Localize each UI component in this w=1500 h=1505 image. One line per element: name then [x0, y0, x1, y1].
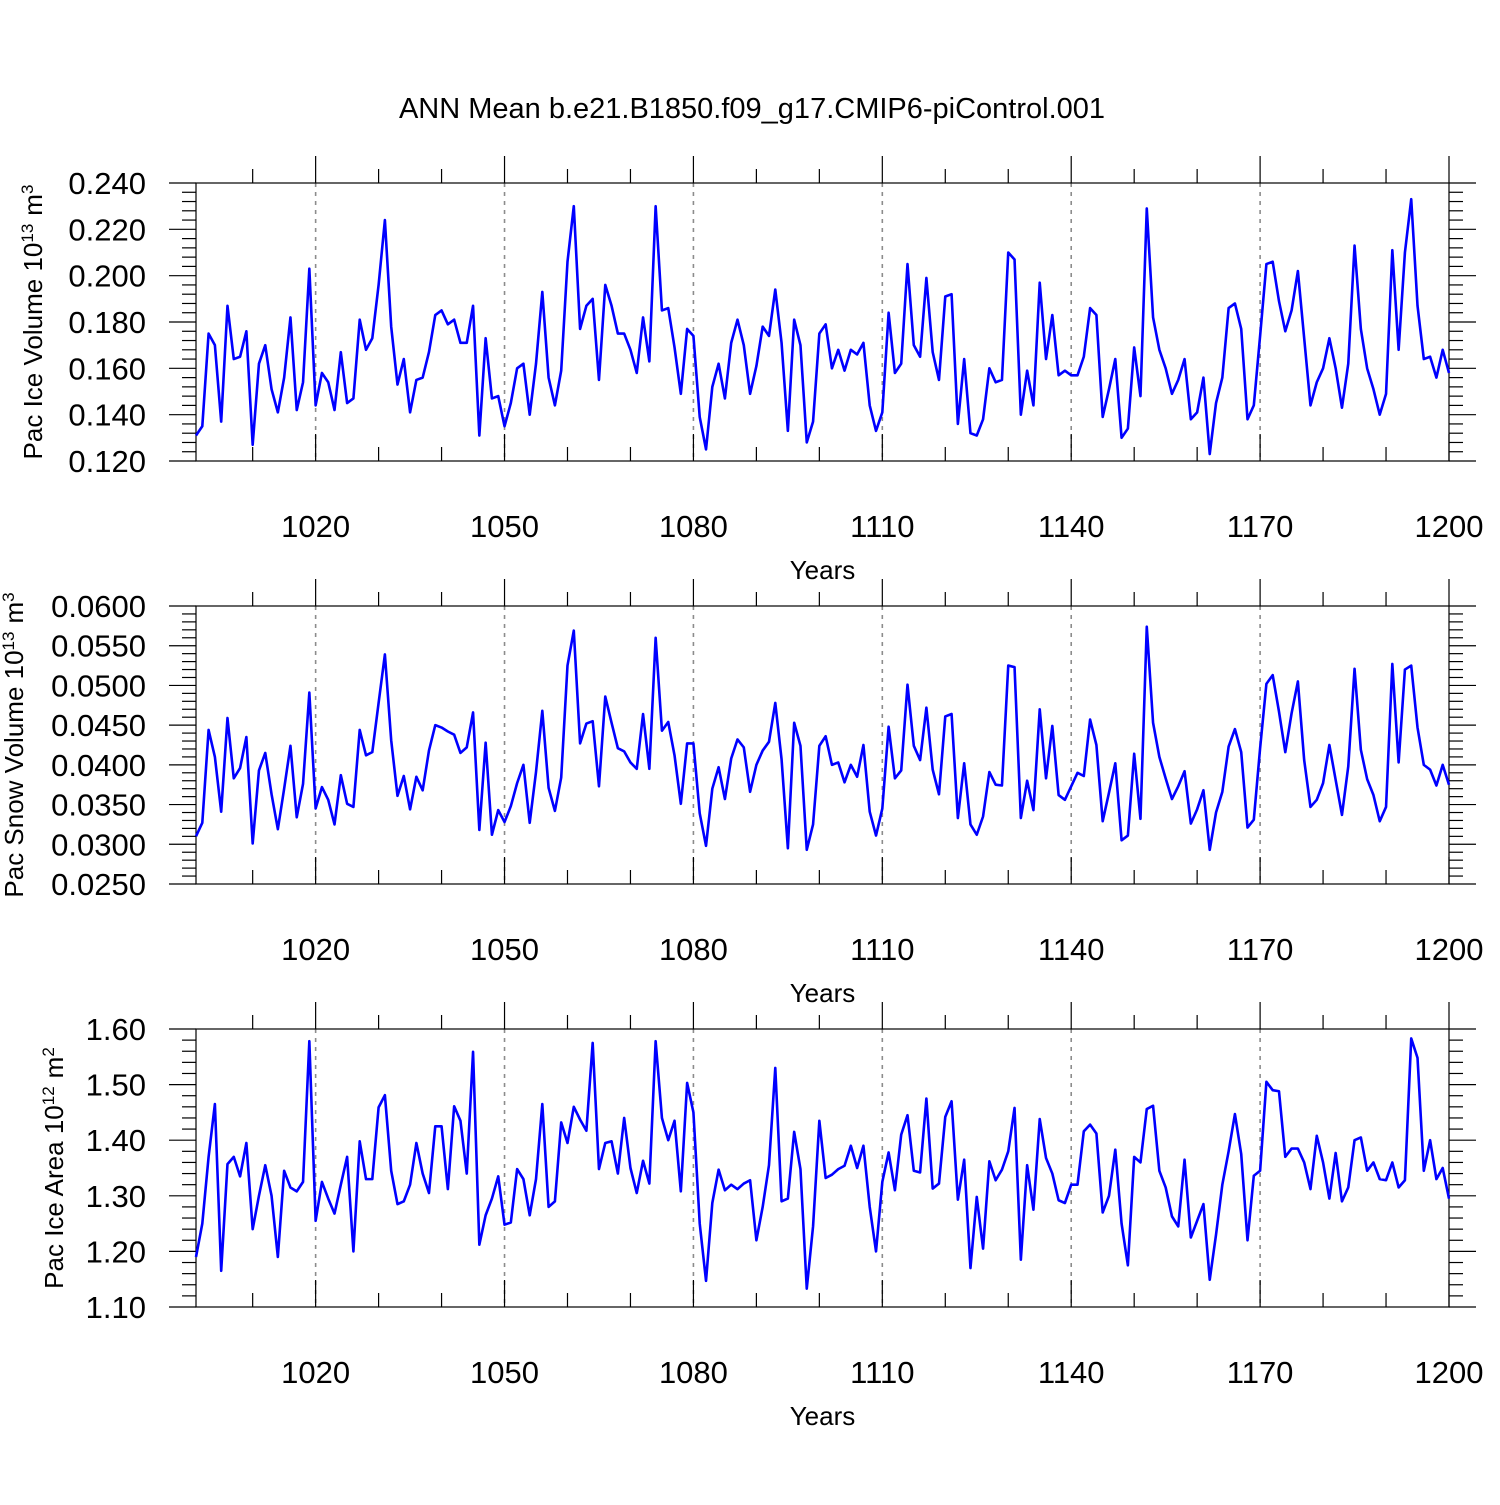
y-axis-label-text: Pac Snow Volume 10 — [0, 650, 29, 897]
y-tick-label: 0.0500 — [51, 668, 146, 703]
x-tick-label: 1020 — [281, 932, 350, 967]
y-tick-label: 0.140 — [68, 398, 146, 433]
y-tick-label: 1.50 — [86, 1068, 146, 1103]
plot-frame — [195, 1028, 1450, 1308]
x-tick-label: 1080 — [659, 1355, 728, 1390]
series-line — [194, 625, 1451, 852]
y-tick-label: 0.240 — [68, 166, 146, 201]
y-tick-label: 1.20 — [86, 1234, 146, 1269]
x-tick-label: 1050 — [470, 509, 539, 544]
y-tick-label: 1.30 — [86, 1179, 146, 1214]
y-tick-label: 0.0350 — [51, 788, 146, 823]
y-axis-label-superscript: 3 — [0, 592, 18, 601]
x-tick-label: 1050 — [470, 1355, 539, 1390]
y-tick-label: 0.120 — [68, 444, 146, 479]
y-axis-label-text: m — [18, 194, 48, 216]
y-axis-label: Pac Ice Volume 1013 m3 — [18, 185, 49, 460]
x-tick-label: 1170 — [1227, 509, 1294, 544]
y-axis-label-superscript: 13 — [18, 224, 37, 243]
panel-3: 1020 1050 1080 1110 1140 1170 1200 Years 1.10 1.2… — [39, 1002, 1484, 1431]
x-tick-label: 1050 — [470, 932, 539, 967]
y-tick-label: 1.60 — [86, 1012, 146, 1047]
y-axis-label-text: m — [0, 602, 29, 624]
x-tick-label: 1110 — [850, 932, 914, 967]
y-axis-label-superscript: 13 — [0, 632, 18, 651]
x-tick-label: 1110 — [850, 1355, 914, 1390]
y-axis-label-superscript: 2 — [39, 1047, 58, 1056]
y-axis-label: Pac Ice Area 1012 m2 — [39, 1047, 70, 1289]
x-tick-label: 1140 — [1038, 932, 1105, 967]
panel-1: 1020 1050 1080 1110 1140 1170 1200 Years 0.120 0.… — [18, 156, 1484, 585]
y-tick-label: 0.160 — [68, 351, 146, 386]
y-tick-label: 0.180 — [68, 305, 146, 340]
figure-title: ANN Mean b.e21.B1850.f09_g17.CMIP6-piCon… — [399, 93, 1105, 125]
y-tick-label: 0.0250 — [51, 867, 146, 902]
y-axis-label: Pac Snow Volume 1013 m3 — [0, 592, 29, 897]
y-tick-label: 0.0450 — [51, 708, 146, 743]
x-tick-label: 1200 — [1415, 1355, 1484, 1390]
y-axis-label-text: Pac Ice Volume 10 — [18, 243, 48, 460]
x-tick-label: 1170 — [1227, 932, 1294, 967]
x-tick-label: 1200 — [1415, 932, 1484, 967]
y-tick-label: 1.40 — [86, 1123, 146, 1158]
y-tick-label: 0.0550 — [51, 629, 146, 664]
y-axis-label-text: m — [39, 1057, 69, 1079]
y-tick-label: 1.10 — [86, 1290, 146, 1325]
x-axis-label: Years — [790, 978, 856, 1008]
x-tick-label: 1020 — [281, 509, 350, 544]
x-tick-label: 1140 — [1038, 509, 1105, 544]
y-tick-label: 0.0600 — [51, 589, 146, 624]
y-axis-label-text: Pac Ice Area 10 — [39, 1105, 69, 1289]
series-line — [194, 197, 1451, 456]
y-tick-label: 0.220 — [68, 212, 146, 247]
x-tick-label: 1140 — [1038, 1355, 1105, 1390]
x-axis-label: Years — [790, 1401, 856, 1431]
x-tick-label: 1200 — [1415, 509, 1484, 544]
x-tick-label: 1020 — [281, 1355, 350, 1390]
panel-2: 1020 1050 1080 1110 1140 1170 1200 Years 0.0250 0… — [0, 579, 1483, 1008]
y-axis-label-superscript: 3 — [18, 185, 37, 194]
x-axis-label: Years — [790, 555, 856, 585]
x-tick-label: 1110 — [850, 509, 914, 544]
x-tick-label: 1080 — [659, 509, 728, 544]
x-tick-label: 1170 — [1227, 1355, 1294, 1390]
y-tick-label: 0.0400 — [51, 748, 146, 783]
y-axis-label-superscript: 12 — [39, 1086, 58, 1105]
x-tick-label: 1080 — [659, 932, 728, 967]
plot-frame — [195, 605, 1450, 885]
y-tick-label: 0.0300 — [51, 827, 146, 862]
y-tick-label: 0.200 — [68, 259, 146, 294]
series-line — [194, 1037, 1451, 1290]
